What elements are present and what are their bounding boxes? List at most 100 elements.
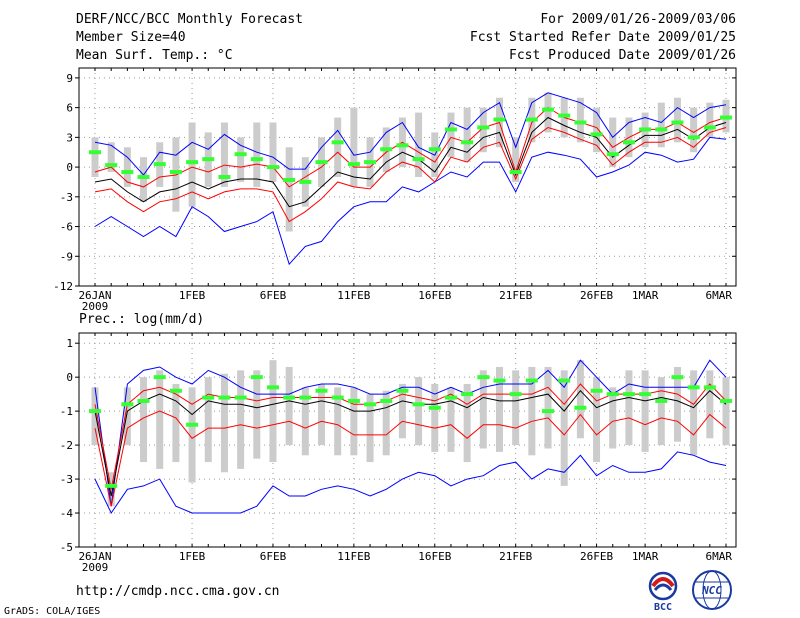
spread-box bbox=[560, 370, 568, 486]
median-marker bbox=[428, 147, 441, 152]
spread-box bbox=[334, 117, 342, 177]
x-tick-label: 26FEB bbox=[580, 550, 613, 563]
series-line-upper bbox=[94, 106, 727, 188]
median-marker bbox=[525, 117, 538, 122]
spread-box bbox=[237, 370, 245, 469]
x-tick-label: 21FEB bbox=[499, 550, 532, 563]
series-line-mean bbox=[94, 116, 727, 208]
y-tick-label: 1 bbox=[66, 337, 73, 350]
median-marker bbox=[331, 395, 344, 400]
median-marker bbox=[428, 405, 441, 410]
spread-box bbox=[706, 370, 714, 439]
y-tick-label: -9 bbox=[60, 250, 73, 263]
series-line-max bbox=[94, 359, 727, 507]
spread-box bbox=[690, 107, 698, 153]
spread-box bbox=[350, 107, 358, 187]
spread-box bbox=[415, 377, 423, 446]
median-marker bbox=[590, 388, 603, 393]
spread-box bbox=[706, 102, 714, 138]
y-tick-label: 6 bbox=[66, 102, 73, 115]
y-tick-label: -3 bbox=[60, 473, 73, 486]
series-line-min bbox=[94, 136, 727, 266]
median-marker bbox=[137, 175, 150, 179]
series-line-lower bbox=[94, 126, 727, 223]
median-marker bbox=[315, 160, 328, 165]
median-marker bbox=[153, 375, 166, 380]
spread-box bbox=[301, 387, 309, 456]
spread-box bbox=[237, 137, 245, 182]
median-marker bbox=[606, 392, 619, 397]
median-marker bbox=[703, 385, 716, 390]
bcc-logo-icon: BCC bbox=[648, 571, 678, 613]
spread-box bbox=[318, 383, 326, 446]
median-marker bbox=[153, 162, 166, 167]
spread-box bbox=[366, 394, 374, 463]
spread-box bbox=[641, 370, 649, 452]
spread-box bbox=[334, 387, 342, 456]
chart-1: -12 -9 -6 -3 0 3 6 9 26JAN 1FEB 6FEB 11FEB 16FEB 21FE… bbox=[53, 67, 737, 313]
median-marker bbox=[89, 150, 101, 155]
median-marker bbox=[266, 385, 279, 390]
series-line-min bbox=[94, 451, 727, 514]
median-marker bbox=[622, 140, 635, 145]
median-marker bbox=[639, 127, 652, 132]
spread-box bbox=[657, 102, 665, 148]
median-marker bbox=[574, 120, 587, 125]
spread-box bbox=[253, 370, 261, 459]
spread-box bbox=[398, 383, 406, 439]
median-marker bbox=[493, 117, 506, 122]
grads-credit: GrADS: COLA/IGES bbox=[4, 606, 101, 617]
spread-box bbox=[673, 97, 681, 143]
median-marker bbox=[477, 375, 490, 380]
spread-box bbox=[479, 370, 487, 449]
spread-box bbox=[447, 112, 455, 158]
median-marker bbox=[461, 140, 474, 145]
footer-url[interactable]: http://cmdp.ncc.cma.gov.cn bbox=[76, 584, 280, 599]
spread-box bbox=[91, 387, 99, 446]
median-marker bbox=[89, 409, 101, 414]
median-marker bbox=[558, 113, 571, 118]
spread-box bbox=[479, 107, 487, 153]
median-marker bbox=[105, 163, 118, 168]
plot-frame bbox=[78, 67, 737, 287]
median-marker bbox=[509, 170, 522, 175]
spread-box bbox=[415, 112, 423, 177]
y-tick-label: -5 bbox=[60, 541, 73, 554]
median-marker bbox=[509, 392, 522, 397]
median-marker bbox=[412, 157, 425, 162]
spread-box bbox=[156, 370, 164, 469]
median-marker bbox=[169, 388, 182, 393]
spread-box bbox=[512, 137, 520, 182]
median-marker bbox=[671, 120, 684, 125]
median-marker bbox=[542, 409, 555, 414]
y-tick-label: 3 bbox=[66, 131, 73, 144]
median-marker bbox=[412, 402, 425, 407]
chart-2: Prec.: log(mm/d) -5 -4 -3 -2 -1 0 1 26JAN 1FEB 6FE… bbox=[60, 312, 737, 574]
ncc-logo: NCC bbox=[688, 568, 736, 616]
x-tick-label: 1FEB bbox=[179, 289, 206, 302]
series-line-upper bbox=[94, 383, 727, 490]
plot-frame bbox=[78, 332, 737, 548]
spread-box bbox=[269, 360, 277, 463]
median-marker bbox=[590, 132, 603, 137]
x-tick-label: 6FEB bbox=[260, 289, 287, 302]
median-marker bbox=[687, 135, 700, 140]
spread-box bbox=[447, 387, 455, 452]
spread-box bbox=[140, 157, 148, 202]
median-marker bbox=[720, 398, 732, 403]
median-marker bbox=[347, 398, 360, 403]
median-marker bbox=[121, 402, 134, 407]
median-marker bbox=[299, 179, 312, 184]
series-line-max bbox=[94, 92, 727, 176]
median-marker bbox=[493, 378, 506, 383]
median-marker bbox=[622, 392, 635, 397]
title-right-2: Fcst Started Refer Date 2009/01/25 bbox=[469, 30, 736, 45]
median-marker bbox=[234, 395, 247, 400]
spread-box bbox=[576, 360, 584, 439]
median-marker bbox=[655, 127, 668, 132]
title-left-1: DERF/NCC/BCC Monthly Forecast bbox=[76, 12, 303, 27]
series-line-mean bbox=[94, 389, 727, 497]
spread-box bbox=[107, 142, 115, 173]
spread-box bbox=[528, 366, 536, 456]
